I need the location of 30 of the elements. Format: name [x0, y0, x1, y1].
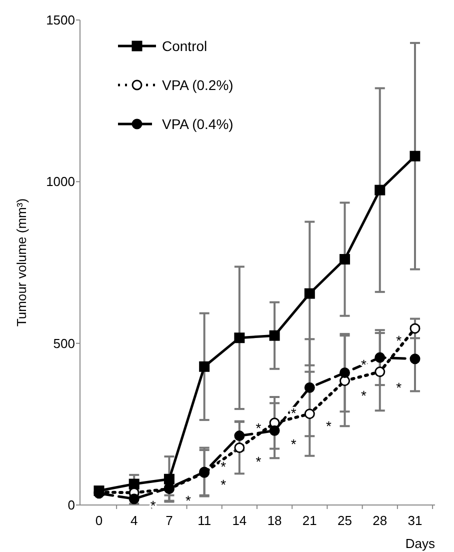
annotation: *	[326, 418, 332, 434]
x-tick-label: 14	[232, 513, 247, 528]
x-tick-label: 18	[267, 513, 282, 528]
annotation: *	[396, 332, 402, 348]
annotation: *	[361, 387, 368, 404]
annotation: *	[396, 379, 402, 396]
y-tick-label: 0	[68, 498, 75, 513]
annotation: *	[256, 420, 262, 436]
annotation: *	[290, 436, 297, 452]
x-tick-label: 21	[302, 513, 317, 528]
y-tick-label: 500	[53, 336, 75, 351]
legend-label: Control	[162, 38, 208, 54]
legend-label: VPA (0.4%)	[162, 116, 234, 132]
annotation: *	[220, 476, 227, 492]
x-axis-title: Days	[405, 536, 436, 551]
annotation: *	[185, 492, 192, 509]
x-tick-label: 0	[95, 513, 103, 528]
annotation: *	[150, 497, 156, 514]
y-axis-title: Tumour volume (mm³)	[14, 198, 29, 327]
x-tick-label: 11	[198, 513, 212, 528]
x-tick-label: 4	[130, 513, 138, 528]
x-tick-label: 25	[338, 513, 352, 528]
legend-label: VPA (0.2%)	[162, 76, 234, 93]
annotation: *	[256, 454, 262, 470]
x-tick-label: 31	[408, 513, 422, 528]
x-tick-label: 7	[166, 513, 173, 528]
y-tick-label: 1000	[46, 174, 75, 190]
annotation: *	[220, 458, 227, 475]
x-tick-label: 28	[372, 513, 388, 528]
y-tick-label: 1500	[46, 12, 75, 28]
